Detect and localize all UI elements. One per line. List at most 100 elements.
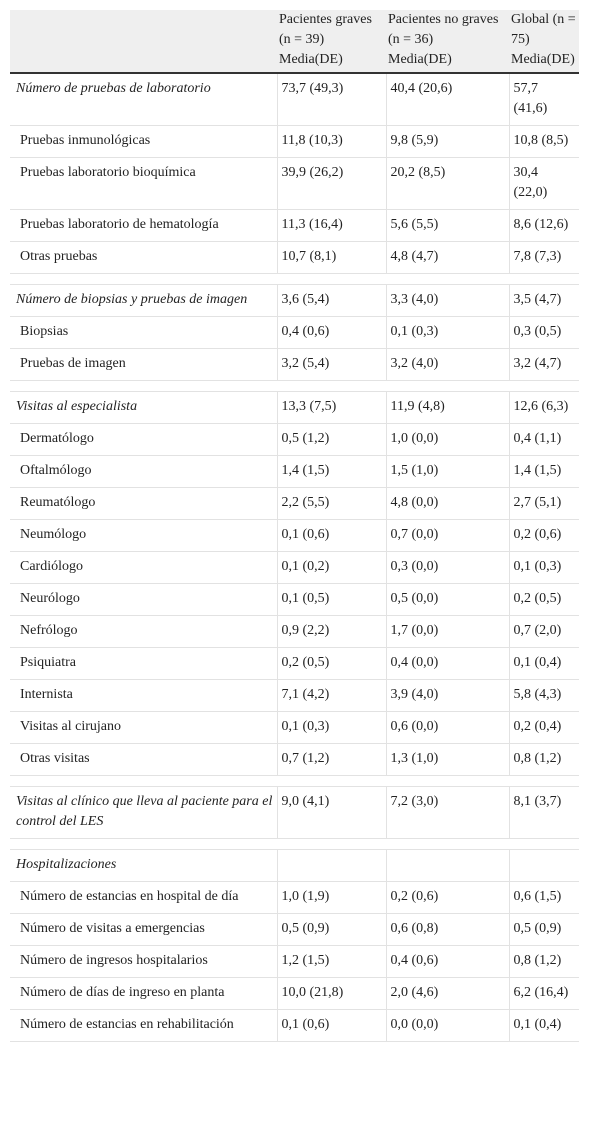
value-cell: 2,2 (5,5) <box>277 487 387 520</box>
column-stat: Media(DE) <box>279 52 343 67</box>
value-cell: 0,2 (0,5) <box>509 583 579 616</box>
value-cell: 2,0 (4,6) <box>386 977 510 1010</box>
value-cell: 1,4 (1,5) <box>509 455 579 488</box>
value-cell: 0,7 (0,0) <box>386 519 510 552</box>
column-title: Pacientes graves (n = 39) <box>279 12 372 47</box>
value-cell: 0,4 (0,6) <box>386 945 510 978</box>
row-label: Dermatólogo <box>10 423 278 456</box>
value-cell: 3,9 (4,0) <box>386 679 510 712</box>
row-label: Neumólogo <box>10 519 278 552</box>
group-label: Visitas al especialista <box>10 391 278 424</box>
value-cell: 0,4 (1,1) <box>509 423 579 456</box>
row-label: Pruebas laboratorio bioquímica <box>10 157 278 210</box>
row-label: Pruebas inmunológicas <box>10 125 278 158</box>
item-row: Internista 7,1 (4,2) 3,9 (4,0) 5,8 (4,3) <box>10 679 579 712</box>
value-cell: 7,1 (4,2) <box>277 679 387 712</box>
value-cell: 13,3 (7,5) <box>277 391 387 424</box>
row-label: Psiquiatra <box>10 647 278 680</box>
row-label: Número de estancias en rehabilitación <box>10 1009 278 1042</box>
item-row: Pruebas de imagen 3,2 (5,4) 3,2 (4,0) 3,2 (… <box>10 348 579 381</box>
value-cell: 2,7 (5,1) <box>509 487 579 520</box>
value-cell: 1,5 (1,0) <box>386 455 510 488</box>
header-cell: Media(DE) <box>386 50 509 74</box>
value-cell: 0,0 (0,0) <box>386 1009 510 1042</box>
value-cell: 57,7 (41,6) <box>509 73 579 126</box>
item-row: Número de estancias en hospital de día 1,… <box>10 881 579 914</box>
header-cell <box>10 10 277 50</box>
item-row: Nefrólogo 0,9 (2,2) 1,7 (0,0) 0,7 (2,0) <box>10 615 579 648</box>
value-cell: 0,8 (1,2) <box>509 945 579 978</box>
value-cell: 0,2 (0,4) <box>509 711 579 744</box>
header-cell: Global (n = 75) <box>509 10 579 50</box>
spacer-cell <box>10 273 579 285</box>
value-cell: 0,5 (0,0) <box>386 583 510 616</box>
item-row: Otras pruebas 10,7 (8,1) 4,8 (4,7) 7,8 (7,3… <box>10 241 579 274</box>
row-label: Otras visitas <box>10 743 278 776</box>
value-cell: 0,1 (0,3) <box>509 551 579 584</box>
value-cell: 0,7 (2,0) <box>509 615 579 648</box>
value-cell: 1,3 (1,0) <box>386 743 510 776</box>
value-cell: 9,8 (5,9) <box>386 125 510 158</box>
value-cell: 0,5 (0,9) <box>509 913 579 946</box>
item-row: Oftalmólogo 1,4 (1,5) 1,5 (1,0) 1,4 (1,5) <box>10 455 579 488</box>
value-cell: 1,0 (0,0) <box>386 423 510 456</box>
group-row: Número de biopsias y pruebas de imagen 3,… <box>10 284 579 317</box>
spacer-row <box>10 380 579 392</box>
value-cell: 3,2 (4,7) <box>509 348 579 381</box>
group-row: Visitas al especialista 13,3 (7,5) 11,9 (4… <box>10 391 579 424</box>
value-cell: 0,1 (0,5) <box>277 583 387 616</box>
row-label: Otras pruebas <box>10 241 278 274</box>
header-cell: Media(DE) <box>277 50 386 74</box>
value-cell: 5,8 (4,3) <box>509 679 579 712</box>
value-cell: 0,9 (2,2) <box>277 615 387 648</box>
value-cell: 9,0 (4,1) <box>277 786 387 839</box>
spacer-cell <box>10 775 579 787</box>
row-label: Reumatólogo <box>10 487 278 520</box>
header-row: Media(DE) Media(DE) Media(DE) <box>10 50 579 74</box>
empty-cell <box>509 849 579 882</box>
value-cell: 0,2 (0,5) <box>277 647 387 680</box>
value-cell: 11,8 (10,3) <box>277 125 387 158</box>
item-row: Pruebas laboratorio bioquímica 39,9 (26,2… <box>10 157 579 210</box>
value-cell: 3,6 (5,4) <box>277 284 387 317</box>
value-cell: 4,8 (0,0) <box>386 487 510 520</box>
header-cell: Pacientes graves (n = 39) <box>277 10 386 50</box>
value-cell: 0,1 (0,4) <box>509 647 579 680</box>
column-stat: Media(DE) <box>388 52 452 67</box>
value-cell: 12,6 (6,3) <box>509 391 579 424</box>
group-label: Número de pruebas de laboratorio <box>10 73 278 126</box>
value-cell: 8,1 (3,7) <box>509 786 579 839</box>
empty-cell <box>277 849 387 882</box>
item-row: Reumatólogo 2,2 (5,5) 4,8 (0,0) 2,7 (5,1) <box>10 487 579 520</box>
value-cell: 10,0 (21,8) <box>277 977 387 1010</box>
item-row: Pruebas laboratorio de hematología 11,3 (… <box>10 209 579 242</box>
value-cell: 0,3 (0,5) <box>509 316 579 349</box>
value-cell: 0,5 (0,9) <box>277 913 387 946</box>
value-cell: 3,2 (5,4) <box>277 348 387 381</box>
table-body: Número de pruebas de laboratorio 73,7 (49… <box>10 73 579 1042</box>
row-label: Número de estancias en hospital de día <box>10 881 278 914</box>
header-cell: Pacientes no graves (n = 36) <box>386 10 509 50</box>
group-row: Hospitalizaciones <box>10 849 579 882</box>
row-label: Pruebas laboratorio de hematología <box>10 209 278 242</box>
spacer-row <box>10 775 579 787</box>
item-row: Número de ingresos hospitalarios 1,2 (1,5… <box>10 945 579 978</box>
row-label: Número de visitas a emergencias <box>10 913 278 946</box>
group-label: Número de biopsias y pruebas de imagen <box>10 284 278 317</box>
group-label: Hospitalizaciones <box>10 849 278 882</box>
item-row: Cardiólogo 0,1 (0,2) 0,3 (0,0) 0,1 (0,3) <box>10 551 579 584</box>
item-row: Número de estancias en rehabilitación 0,1… <box>10 1009 579 1042</box>
value-cell: 0,6 (0,0) <box>386 711 510 744</box>
value-cell: 0,1 (0,4) <box>509 1009 579 1042</box>
row-label: Oftalmólogo <box>10 455 278 488</box>
item-row: Dermatólogo 0,5 (1,2) 1,0 (0,0) 0,4 (1,1) <box>10 423 579 456</box>
data-table: Pacientes graves (n = 39) Pacientes no g… <box>10 10 579 1042</box>
row-label: Número de días de ingreso en planta <box>10 977 278 1010</box>
value-cell: 0,1 (0,6) <box>277 519 387 552</box>
value-cell: 73,7 (49,3) <box>277 73 387 126</box>
row-label: Biopsias <box>10 316 278 349</box>
item-row: Biopsias 0,4 (0,6) 0,1 (0,3) 0,3 (0,5) <box>10 316 579 349</box>
row-label: Cardiólogo <box>10 551 278 584</box>
value-cell: 0,1 (0,3) <box>386 316 510 349</box>
row-label: Visitas al cirujano <box>10 711 278 744</box>
